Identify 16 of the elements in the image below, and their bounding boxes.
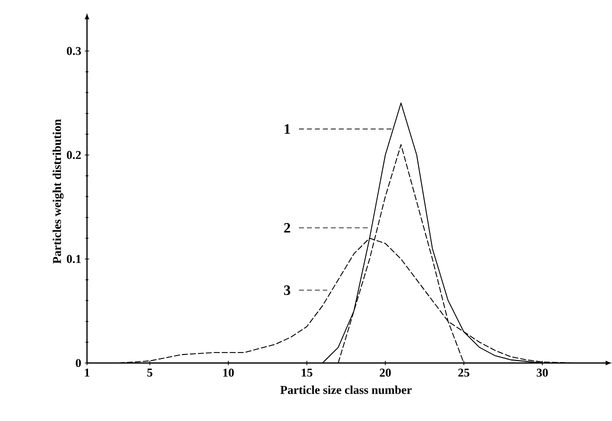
x-tick-label: 10 — [223, 368, 234, 377]
x-tick-label: 20 — [380, 368, 391, 377]
x-axis-title: Particle size class number — [280, 386, 412, 394]
text: 1 — [284, 124, 290, 134]
y-tick-label: 0 — [76, 358, 81, 368]
y-axis-title: Particles weight distribution — [52, 119, 64, 264]
y-tick-label: 0.3 — [66, 46, 81, 56]
y-tick-label: 0.2 — [66, 150, 81, 160]
x-tick-label: 5 — [147, 368, 152, 377]
legend-label: 2 — [284, 223, 290, 233]
y-tick-label: 0.1 — [66, 254, 81, 264]
x-tick-label: 15 — [302, 368, 312, 377]
x-tick-label: 30 — [536, 368, 548, 377]
x-tick-label: 25 — [458, 368, 470, 377]
legend-label: 3 — [284, 285, 290, 296]
x-tick-label: 1 — [84, 368, 90, 377]
